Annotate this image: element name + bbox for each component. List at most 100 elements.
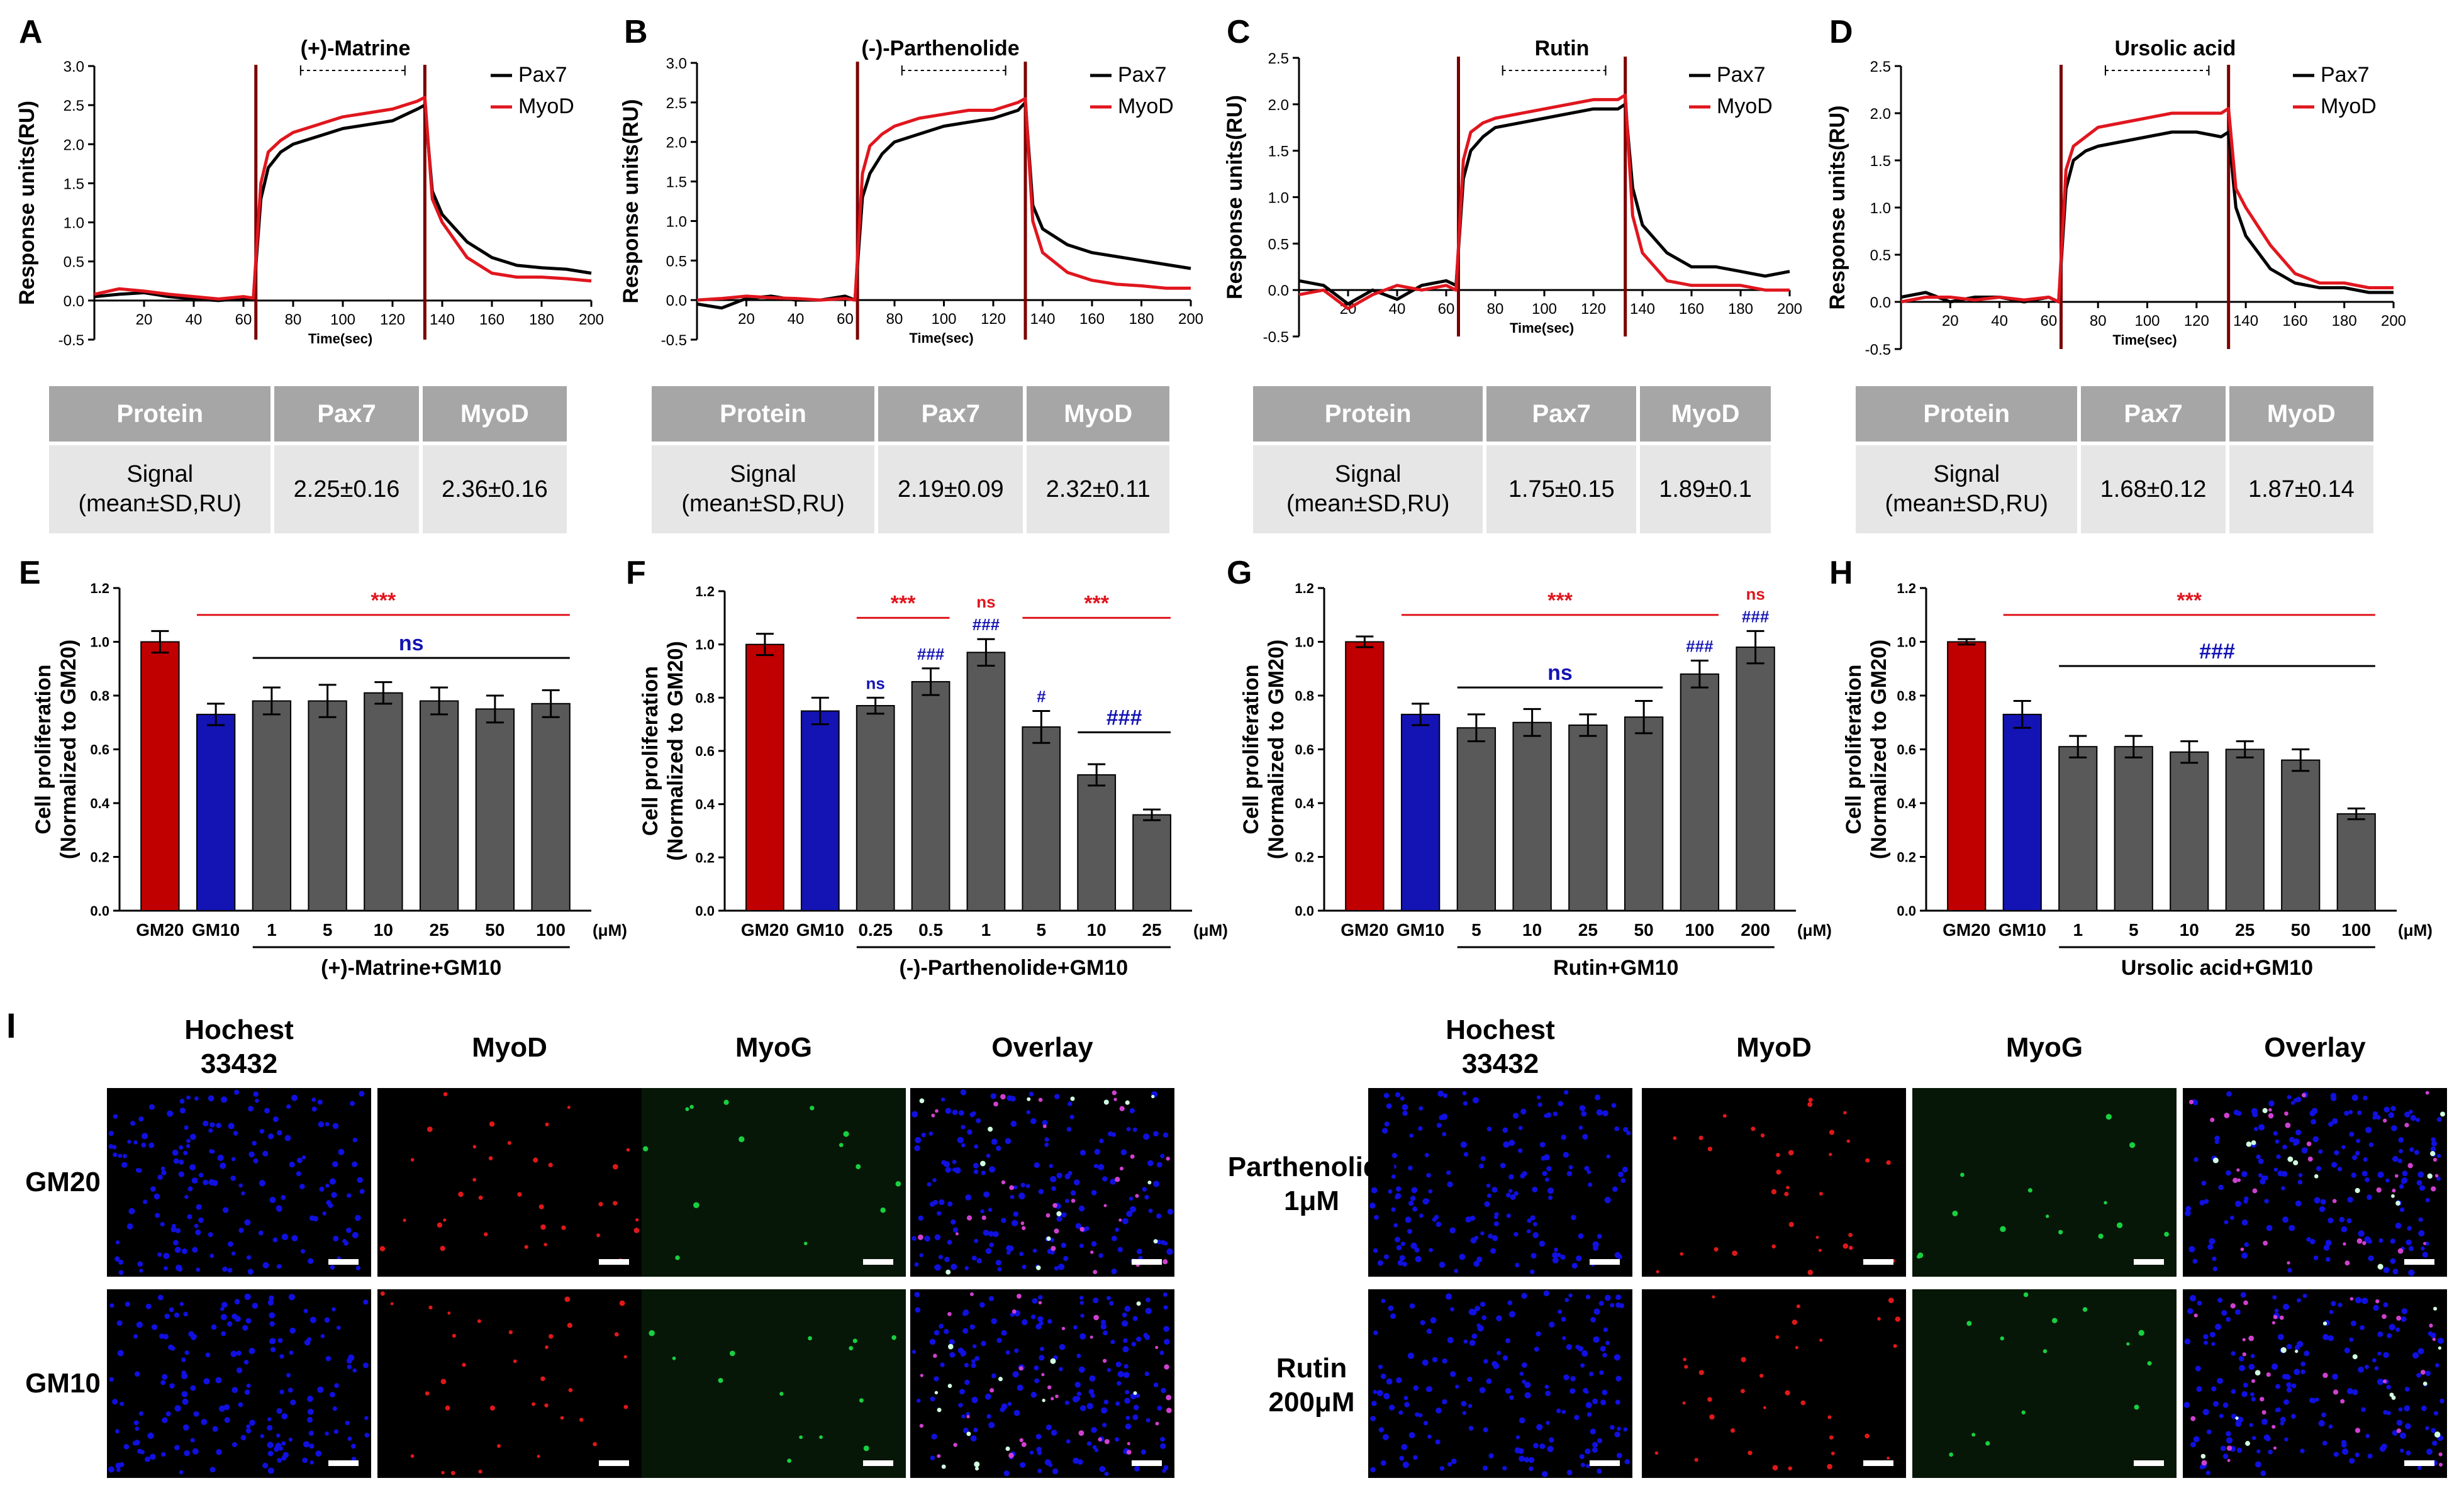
nucleus-dot: [241, 1191, 245, 1196]
nucleus-dot: [2209, 1238, 2216, 1245]
nucleus-dot: [307, 1396, 314, 1402]
x-tick-label: 100: [1685, 920, 1715, 940]
myod-dot: [428, 1305, 433, 1310]
nucleus-dot: [174, 1312, 180, 1318]
legend-label-myod: MyoD: [1717, 94, 1773, 118]
nucleus-dot: [281, 1233, 288, 1240]
nucleus-dot: [275, 1442, 282, 1450]
significance-label: ***: [2177, 589, 2202, 613]
nucleus-dot: [1543, 1154, 1550, 1161]
nucleus-dot: [1039, 1355, 1045, 1361]
th-pax7: Pax7: [1486, 386, 1637, 442]
nucleus-dot: [1014, 1348, 1019, 1353]
nucleus-dot: [2294, 1097, 2299, 1103]
myod-dot: [484, 1232, 488, 1236]
bar-25: [1568, 725, 1608, 912]
nucleus-dot: [2205, 1470, 2210, 1475]
nucleus-dot: [1408, 1201, 1414, 1206]
nucleus-dot: [1571, 1214, 1576, 1221]
nucleus-dot: [2349, 1458, 2355, 1464]
nucleus-dot: [359, 1091, 365, 1097]
binding-table-c: Protein Pax7 MyoD Signal (mean±SD,RU) 1.75±0…: [1249, 386, 1775, 533]
nucleus-dot: [277, 1130, 282, 1136]
nucleus-dot: [1568, 1165, 1573, 1170]
nucleus-dot: [289, 1350, 294, 1355]
y-axis-label: Response units(RU): [619, 99, 643, 304]
nucleus-dot: [1079, 1405, 1086, 1411]
nucleus-dot: [2363, 1157, 2368, 1162]
myod-dot: [1819, 1338, 1823, 1342]
bar-GM20: [745, 643, 784, 911]
nucleus-dot: [157, 1252, 162, 1257]
myod-dot: [1126, 1450, 1132, 1455]
myog-dot: [2293, 1160, 2299, 1165]
nucleus-dot: [208, 1179, 215, 1186]
nucleus-dot: [1585, 1294, 1591, 1300]
y-axis-label: Response units(RU): [1826, 106, 1849, 310]
x-tick-label: 200: [579, 311, 604, 328]
nucleus-dot: [2276, 1407, 2281, 1413]
significance-mark: ###: [973, 615, 1000, 634]
nucleus-dot: [1398, 1410, 1403, 1415]
y-axis-label: Response units(RU): [1223, 95, 1247, 299]
myog-dot: [2251, 1140, 2256, 1145]
chart-title: (-)-Parthenolide: [861, 36, 1019, 60]
nucleus-dot: [1147, 1160, 1154, 1167]
nucleus-dot: [1579, 1105, 1586, 1111]
nucleus-dot: [2430, 1146, 2436, 1152]
nucleus-dot: [189, 1163, 196, 1171]
panel-label-d: D: [1829, 14, 1853, 50]
nucleus-dot: [1384, 1121, 1390, 1127]
legend-label-pax7: Pax7: [1717, 63, 1766, 87]
nucleus-dot: [178, 1171, 184, 1177]
nucleus-dot: [1462, 1411, 1467, 1415]
nucleus-dot: [2322, 1440, 2327, 1446]
nucleus-dot: [2236, 1111, 2242, 1116]
myod-dot: [2306, 1141, 2312, 1147]
scale-bar: [863, 1259, 893, 1265]
nucleus-dot: [1129, 1196, 1134, 1201]
myod-dot: [540, 1224, 546, 1230]
nucleus-dot: [2416, 1118, 2421, 1123]
myog-dot: [675, 1255, 680, 1260]
nucleus-dot: [1132, 1316, 1138, 1321]
myod-dot: [561, 1225, 566, 1230]
myod-dot: [1848, 1233, 1853, 1238]
nucleus-dot: [150, 1186, 156, 1192]
nucleus-dot: [176, 1228, 181, 1233]
nucleus-dot: [2357, 1110, 2362, 1116]
nucleus-dot: [1029, 1091, 1034, 1097]
nucleus-dot: [2294, 1369, 2300, 1375]
nucleus-dot: [991, 1373, 996, 1379]
nucleus-dot: [2281, 1170, 2288, 1177]
nucleus-dot: [927, 1182, 932, 1187]
myod-dot: [2397, 1248, 2404, 1254]
nucleus-dot: [2372, 1111, 2378, 1117]
nucleus-dot: [939, 1323, 944, 1329]
group-label: (+)-Matrine+GM10: [321, 956, 501, 980]
binding-table-b: Protein Pax7 MyoD Signal (mean±SD,RU) 2.19±0…: [648, 386, 1173, 533]
bar-25: [2225, 748, 2265, 911]
bar-10: [364, 692, 403, 911]
nucleus-dot: [1566, 1170, 1573, 1177]
nucleus-dot: [2209, 1331, 2216, 1338]
nucleus-dot: [135, 1426, 140, 1431]
myod-dot: [2355, 1428, 2361, 1433]
nucleus-dot: [1418, 1126, 1423, 1131]
myod-dot: [2263, 1240, 2268, 1246]
myod-dot: [477, 1319, 481, 1323]
significance-label: ***: [891, 591, 916, 615]
myod-dot: [1162, 1259, 1168, 1265]
nucleus-dot: [1419, 1213, 1424, 1218]
x-tick-label: 5: [323, 920, 333, 940]
nucleus-dot: [1040, 1347, 1044, 1352]
bar-25: [1132, 814, 1171, 911]
nucleus-dot: [2351, 1172, 2356, 1178]
myod-dot: [1829, 1130, 1835, 1135]
nucleus-dot: [159, 1333, 165, 1339]
nucleus-dot: [1442, 1131, 1447, 1136]
y-tick-label: 1.2: [1295, 580, 1314, 596]
nucleus-dot: [220, 1162, 226, 1169]
nucleus-dot: [2326, 1257, 2331, 1262]
nucleus-dot: [1518, 1148, 1523, 1153]
